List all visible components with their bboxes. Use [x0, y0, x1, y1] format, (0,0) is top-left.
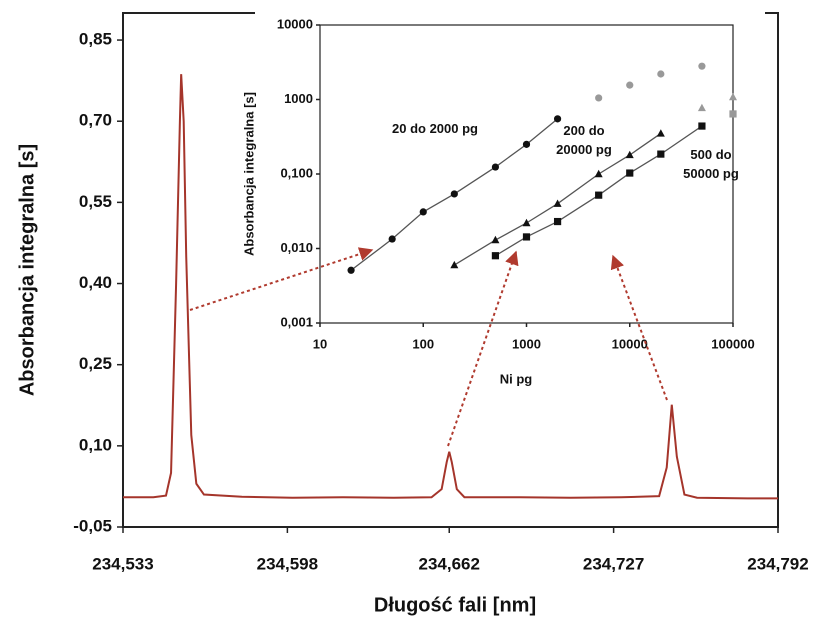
series-annotation: 200 do 20000 pg: [556, 123, 612, 157]
point: [522, 140, 531, 148]
point: [491, 163, 500, 171]
point: [419, 208, 427, 216]
x-axis-title: Długość fali [nm]: [374, 594, 536, 616]
arrow: [447, 250, 519, 447]
x-tick-label: 234,533: [92, 554, 153, 573]
arrows: [189, 247, 668, 447]
point: [553, 115, 562, 123]
y-tick-label: 0,010: [280, 240, 313, 255]
point: [522, 218, 531, 227]
arrow: [189, 247, 374, 311]
x-tick-label: 10: [313, 336, 327, 351]
x-tick-label: 234,792: [747, 554, 808, 573]
y-tick-label: 10000: [277, 16, 313, 31]
y-tick-label: 0,100: [280, 165, 313, 180]
y-tick-label: 1000: [284, 91, 313, 106]
point: [626, 81, 634, 89]
series-annotation: 20 do 2000 pg: [392, 121, 478, 136]
y-tick-label: -0,05: [73, 516, 112, 535]
inset-background: [255, 10, 765, 395]
point: [491, 235, 500, 244]
point: [626, 169, 634, 177]
main-chart: 234,533 234,598 234,662 234,727 234,792 -0,05…: [16, 12, 809, 616]
x-tick-label: 234,598: [257, 554, 318, 573]
y-tick-label: 0,25: [79, 354, 112, 373]
point: [656, 129, 665, 137]
point: [450, 190, 458, 198]
y-tick-label: 0,55: [79, 192, 112, 211]
x-tick-label: 234,727: [583, 554, 644, 573]
point: [553, 199, 562, 207]
point: [388, 235, 396, 243]
point: [729, 92, 737, 101]
x-tick-label: 100000: [711, 336, 754, 351]
x-tick-label: 1000: [512, 336, 541, 351]
point: [657, 150, 665, 158]
y-tick-label: 0,70: [79, 111, 112, 130]
point: [595, 191, 603, 199]
point: [729, 110, 737, 118]
point: [450, 260, 459, 269]
y-axis-title: Absorbancja integralna [s]: [241, 92, 256, 256]
y-tick-label: 0,40: [79, 273, 112, 292]
x-tick-label: 234,662: [419, 554, 480, 573]
y-axis-title: Absorbancja integralna [s]: [16, 144, 38, 396]
y-tick-label: 0,001: [280, 314, 313, 329]
x-tick-label: 100: [412, 336, 434, 351]
point: [595, 94, 603, 102]
point: [698, 122, 706, 130]
point: [657, 70, 665, 78]
point: [347, 266, 355, 274]
series-annotation: 500 do 50000 pg: [683, 147, 739, 181]
y-tick-label: 0,10: [79, 435, 112, 454]
x-axis-title: Ni pg: [500, 371, 533, 386]
point: [698, 62, 706, 70]
point: [522, 233, 531, 241]
arrow: [610, 254, 668, 401]
spectrum-line: [123, 74, 778, 500]
point: [594, 169, 603, 178]
point: [625, 150, 634, 159]
point: [491, 252, 500, 260]
point: [697, 103, 706, 112]
x-tick-label: 10000: [612, 336, 648, 351]
y-tick-label: 0,85: [79, 30, 112, 49]
inset-chart: 10 100 1000 10000 100000 0,001 0,010 0,100 1000 1…: [241, 16, 754, 386]
point: [553, 217, 562, 226]
